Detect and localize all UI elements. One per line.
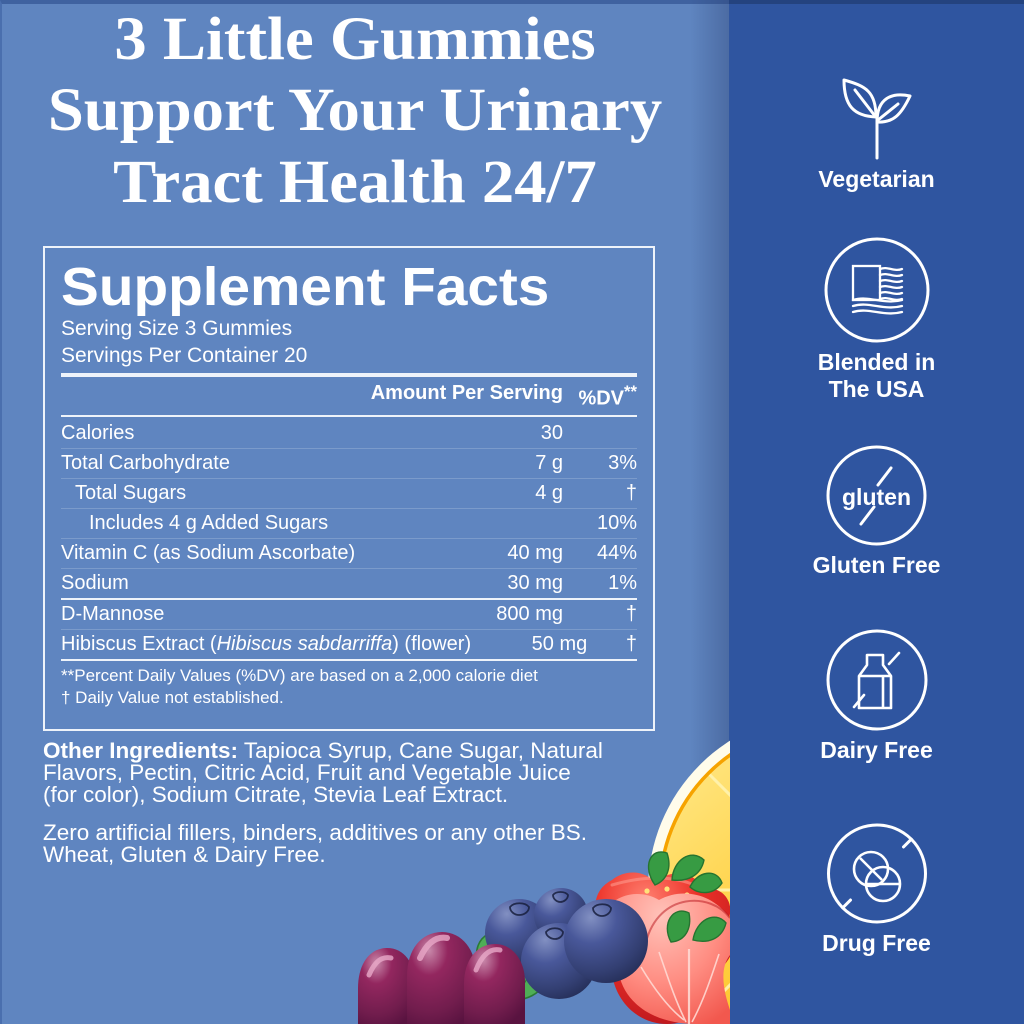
svg-text:gluten: gluten [842,484,911,510]
